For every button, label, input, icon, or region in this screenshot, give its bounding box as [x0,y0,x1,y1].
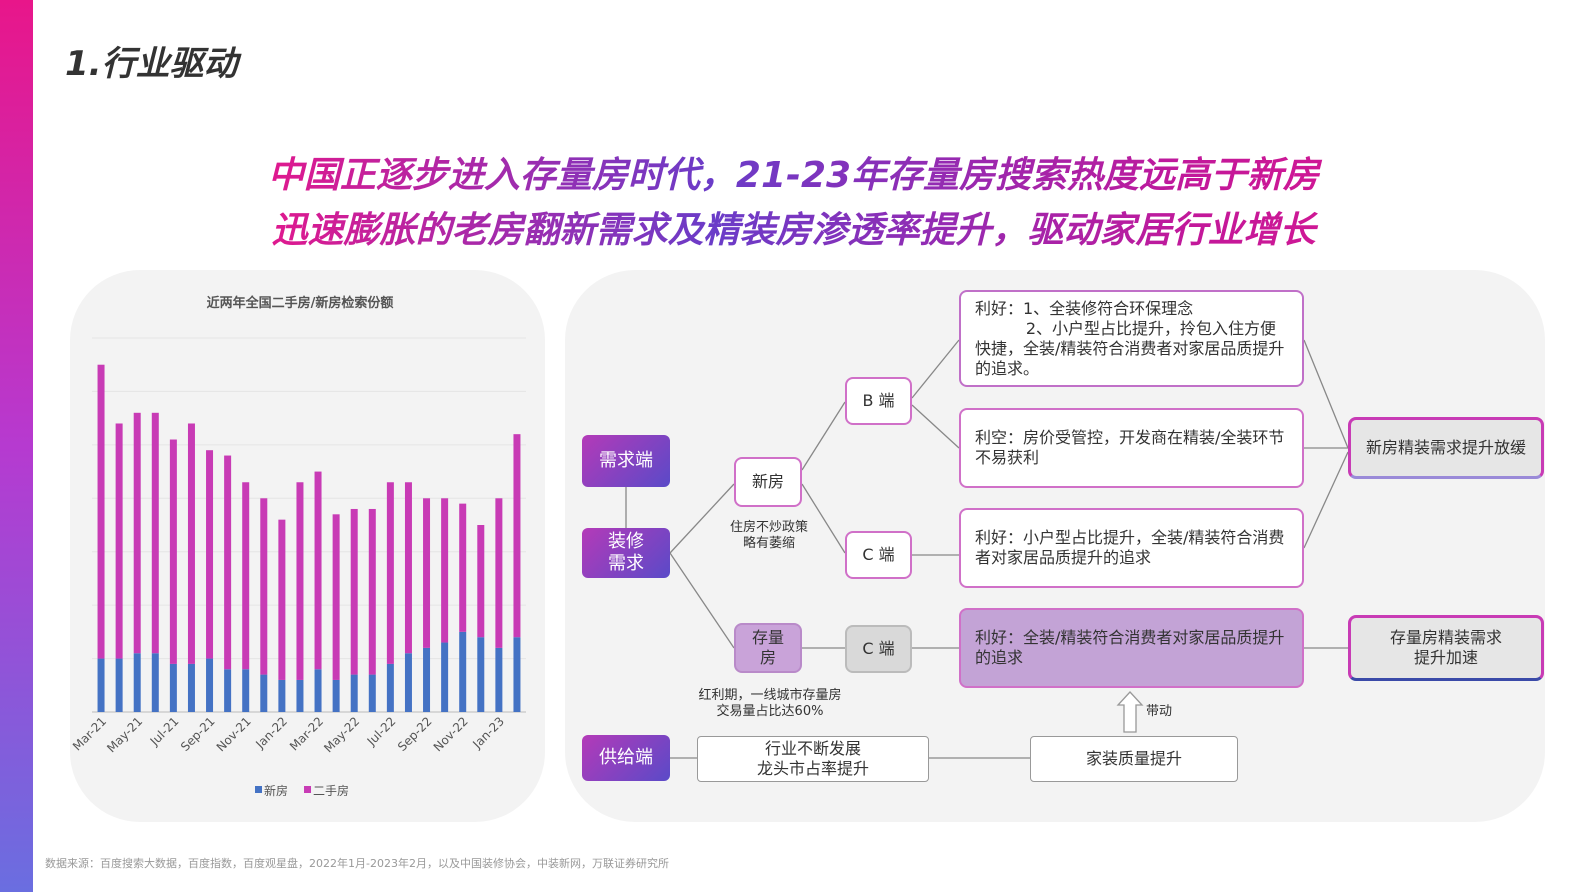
x-tick-label: Jul-22 [364,714,399,749]
chart-title: 近两年全国二手房/新房检索份额 [207,295,394,311]
bar-segment [459,503,467,632]
bar-segment [296,482,304,680]
bar-segment [97,364,105,659]
bar-segment [513,637,521,712]
bar-segment [242,482,250,670]
bar-segment [151,412,159,654]
bar-segment [260,674,268,712]
x-tick-label: Mar-22 [287,714,326,753]
legend-label: 新房 [264,783,288,798]
bar-segment [314,471,322,670]
section-title: 1.行业驱动 [65,44,238,84]
headline: 中国正逐步进入存量房时代，21-23年存量房搜索热度远高于新房 [0,146,1587,198]
node: 装修 需求 [582,528,670,578]
node: 利好：小户型占比提升，全装/精装符合消费者对家居品质提升的追求 [959,508,1304,588]
node: 家装质量提升 [1030,736,1238,782]
bar-segment [206,450,214,659]
legend-swatch [255,786,262,793]
bar-segment [423,647,431,712]
bar-segment [115,423,123,659]
bar-segment [332,679,340,712]
bar-segment [350,508,358,675]
bar-segment [151,653,159,712]
bar-segment [169,439,177,664]
note: 带动 [1146,704,1173,719]
note: 住房不炒政策 略有萎缩 [729,520,808,551]
bar-segment [97,658,105,712]
bar-segment [224,669,232,712]
bar-segment [477,637,485,712]
bar-segment [187,423,195,664]
bar-segment [495,498,503,648]
node: 利空：房价受管控，开发商在精装/全装环节不易获利 [959,408,1304,488]
bar-segment [441,498,449,643]
bar-segment [314,669,322,712]
node: 存量房精装需求 提升加速 [1348,615,1544,681]
bar-segment [278,519,286,680]
bar-segment [495,647,503,712]
bar-segment [459,631,467,712]
node: C 端 [845,531,912,579]
node: 供给端 [582,735,670,781]
source: 数据来源：百度搜索大数据，百度指数，百度观星盘，2022年1月-2023年2月，… [45,857,669,870]
x-tick-label: Sep-22 [395,714,435,754]
bar-segment [423,498,431,648]
node: 行业不断发展 龙头市占率提升 [697,736,929,782]
x-tick-label: Mar-21 [70,714,109,753]
legend-label: 二手房 [313,783,349,798]
connectors [625,339,1349,759]
bar-segment [404,482,412,654]
bar-segment [260,498,268,675]
bar-segment [296,679,304,712]
bar-segment [441,642,449,712]
headline: 迅速膨胀的老房翻新需求及精装房渗透率提升，驱动家居行业增长 [0,201,1587,253]
bar-segment [368,508,376,675]
bar-segment [206,658,214,712]
bar-segment [187,663,195,712]
side-bar [0,0,33,892]
node: C 端 [845,625,912,673]
bar-segment [477,525,485,638]
node: 利好：1、全装修符合环保理念 2、小户型占比提升，拎包入住方便快捷，全装/精装符… [959,290,1304,387]
x-tick-label: Jan-23 [469,714,507,752]
bar-segment [350,674,358,712]
node: B 端 [845,377,912,425]
x-tick-label: May-21 [104,714,145,755]
bar-segment [404,653,412,712]
bar-segment [169,663,177,712]
bar-segment [368,674,376,712]
bar-segment [332,514,340,680]
x-tick-label: Nov-21 [214,714,254,754]
node: 新房精装需求提升放缓 [1348,417,1544,479]
x-tick-label: Sep-21 [178,714,218,754]
bar-segment [386,482,394,664]
legend-swatch [304,786,312,793]
x-tick-label: Nov-22 [431,714,471,754]
bar-segment [278,679,286,712]
node: 新房 [734,457,802,507]
bar-segment [133,412,141,654]
bar-segment [224,455,232,670]
bar-segment [115,658,123,712]
bar-segment [386,663,394,712]
node: 利好：全装/精装符合消费者对家居品质提升的追求 [959,608,1304,688]
bar-segment [133,653,141,712]
node: 需求端 [582,435,670,487]
x-tick-label: May-22 [321,714,362,755]
x-tick-label: Jan-22 [252,714,290,752]
x-tick-label: Jul-21 [147,714,182,749]
bar-segment [242,669,250,712]
bar-segment [513,434,521,638]
node: 存量 房 [734,623,802,673]
note: 红利期，一线城市存量房 交易量占比达60% [698,688,842,719]
